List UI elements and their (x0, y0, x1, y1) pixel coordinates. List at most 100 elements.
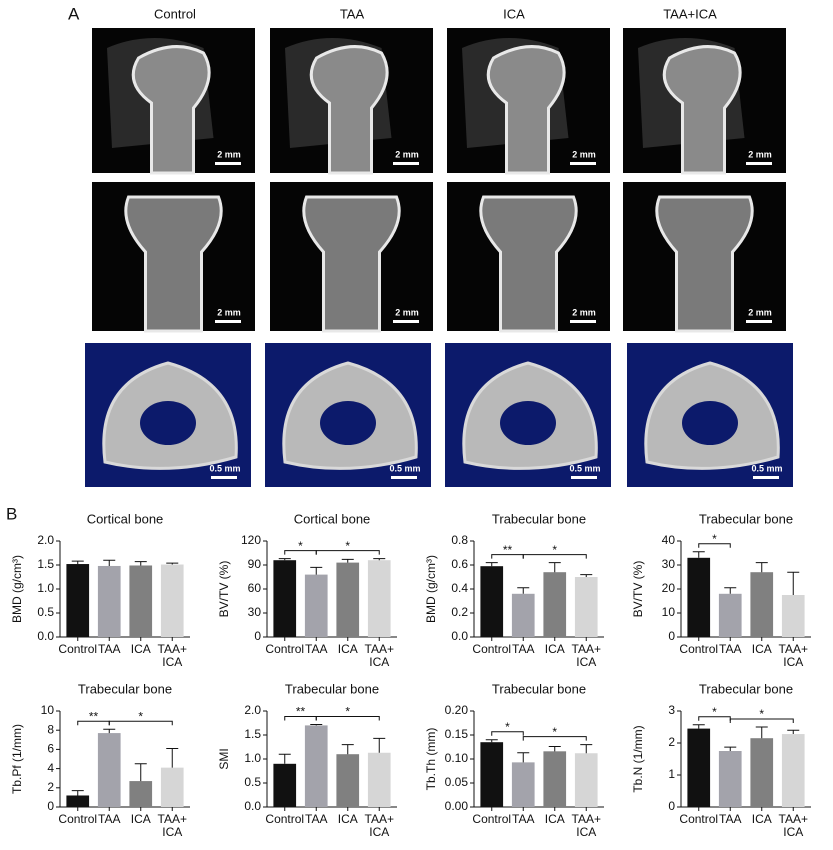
scale-bar-label: 2 mm (748, 307, 772, 317)
x-tick-label: Control (58, 812, 98, 826)
panel-label: B (6, 504, 17, 523)
significance-bracket (315, 715, 380, 721)
x-tick-label: ICA (130, 812, 151, 826)
bar (543, 572, 567, 637)
marrow-cavity (500, 401, 556, 445)
bone-shaft (655, 195, 754, 333)
scale-bar-label: 0.5 mm (389, 463, 420, 473)
y-tick-label: 2 (47, 780, 54, 794)
chart-title: Trabecular bone (699, 511, 793, 526)
error-bar (166, 562, 179, 565)
x-tick-label: ICA (751, 812, 772, 826)
scale-bar-label: 0.5 mm (751, 463, 782, 473)
bone-shaft (486, 45, 566, 175)
scale-bar (393, 320, 419, 323)
significance-bracket (522, 554, 587, 559)
x-tick-label: TAA+ ICA (778, 642, 808, 669)
y-tick-label: 0.0 (244, 799, 261, 813)
scale-bar-label: 2 mm (395, 307, 419, 317)
significance-label: * (345, 539, 350, 553)
y-tick-label: 0.5 (37, 605, 54, 619)
chart-title: Trabecular bone (285, 681, 379, 696)
bar (97, 565, 121, 637)
y-tick-label: 0.0 (451, 629, 468, 643)
y-axis-label: BV/TV (%) (217, 561, 231, 618)
x-tick-label: ICA (544, 642, 565, 656)
scale-bar (753, 476, 779, 479)
significance-label: ** (503, 543, 513, 557)
x-tick-label: ICA (544, 812, 565, 826)
bone-shaft (131, 45, 211, 175)
scale-bar (211, 476, 237, 479)
error-bar (71, 560, 84, 565)
y-tick-label: 30 (248, 605, 262, 619)
y-tick-label: 0.8 (451, 533, 468, 547)
y-tick-label: 2.0 (244, 703, 261, 717)
error-bar (787, 571, 800, 595)
error-bar (755, 726, 768, 739)
y-tick-label: 90 (248, 557, 262, 571)
x-tick-label: TAA+ ICA (571, 642, 601, 669)
error-bar (310, 566, 323, 575)
bone-shaft (302, 195, 401, 333)
error-bar (71, 790, 84, 796)
error-bar (755, 562, 768, 573)
x-tick-label: TAA+ ICA (364, 642, 394, 669)
y-tick-label: 10 (41, 703, 55, 717)
x-tick-label: ICA (751, 642, 772, 656)
significance-label: * (138, 709, 143, 723)
y-tick-label: 10 (662, 605, 676, 619)
bar (750, 572, 774, 637)
bar (543, 751, 567, 807)
y-tick-label: 60 (248, 581, 262, 595)
error-bar (278, 753, 291, 764)
error-bar (134, 763, 147, 782)
y-tick-label: 0.5 (244, 775, 261, 789)
y-tick-label: 0.20 (445, 703, 469, 717)
error-bar (485, 562, 498, 567)
error-bar (103, 728, 116, 734)
scale-bar-label: 0.5 mm (569, 463, 600, 473)
bar (718, 751, 742, 807)
y-tick-label: 40 (662, 533, 676, 547)
x-tick-label: TAA (98, 642, 121, 656)
significance-bracket (108, 720, 173, 726)
y-tick-label: 0 (668, 629, 675, 643)
error-bar (310, 723, 323, 726)
marrow-cavity (682, 401, 738, 445)
y-axis-label: Tb.Th (mm) (424, 728, 438, 791)
significance-label: * (345, 705, 350, 719)
y-axis-label: Tb.N (1/mm) (631, 725, 645, 792)
bar (336, 562, 360, 637)
bar (781, 595, 805, 637)
y-tick-label: 20 (662, 581, 676, 595)
chart-title: Cortical bone (87, 511, 164, 526)
significance-bracket (729, 718, 794, 723)
y-tick-label: 0.00 (445, 799, 469, 813)
scale-bar-label: 2 mm (217, 149, 241, 159)
bar (687, 557, 711, 637)
x-tick-label: TAA (512, 642, 535, 656)
bar (480, 566, 504, 637)
y-axis-label: BMD (g/cm³) (10, 555, 24, 623)
x-tick-label: ICA (337, 812, 358, 826)
scale-bar-label: 2 mm (217, 307, 241, 317)
x-tick-label: Control (265, 642, 305, 656)
bar (304, 574, 328, 637)
error-bar (724, 587, 737, 594)
bar (367, 560, 391, 637)
y-tick-label: 0.6 (451, 557, 468, 571)
significance-label: ** (296, 705, 306, 719)
y-tick-label: 0.05 (445, 775, 469, 789)
scale-bar-label: 0.5 mm (209, 463, 240, 473)
scale-bar (570, 162, 596, 165)
x-tick-label: Control (472, 812, 512, 826)
bar (511, 762, 535, 807)
y-tick-label: 0.15 (445, 727, 469, 741)
x-tick-label: TAA+ ICA (364, 812, 394, 839)
scale-bar (215, 162, 241, 165)
error-bar (517, 587, 530, 594)
y-tick-label: 120 (241, 533, 261, 547)
significance-label: * (552, 725, 557, 739)
